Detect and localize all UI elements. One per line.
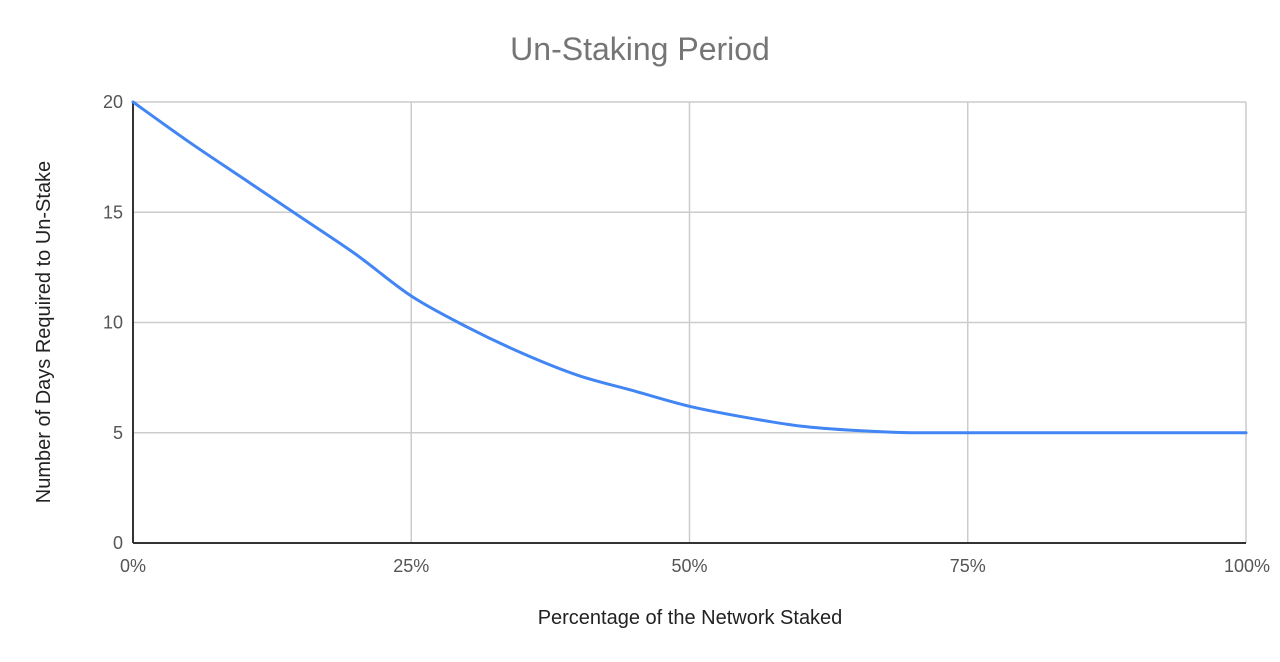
x-tick-label-25: 25% bbox=[393, 556, 429, 576]
x-tick-label-100: 100% bbox=[1224, 556, 1270, 576]
y-tick-label-5: 5 bbox=[113, 423, 123, 443]
series-line-0 bbox=[131, 100, 1248, 435]
grid bbox=[132, 101, 1247, 544]
x-tick-label-50: 50% bbox=[671, 556, 707, 576]
y-tick-label-15: 15 bbox=[103, 202, 123, 222]
y-tick-label-0: 0 bbox=[113, 533, 123, 553]
x-axis-label: Percentage of the Network Staked bbox=[538, 607, 843, 629]
series-layer bbox=[131, 100, 1248, 435]
x-axis-ticks: 0% 25% 50% 75% 100% bbox=[120, 556, 1270, 576]
chart-title: Un-Staking Period bbox=[510, 31, 770, 67]
x-tick-label-75: 75% bbox=[950, 556, 986, 576]
y-axis-ticks: 0 5 10 15 20 bbox=[103, 92, 123, 553]
y-axis-label: Number of Days Required to Un-Stake bbox=[33, 161, 55, 503]
x-tick-label-0: 0% bbox=[120, 556, 146, 576]
y-tick-label-20: 20 bbox=[103, 92, 123, 112]
y-tick-label-10: 10 bbox=[103, 313, 123, 333]
